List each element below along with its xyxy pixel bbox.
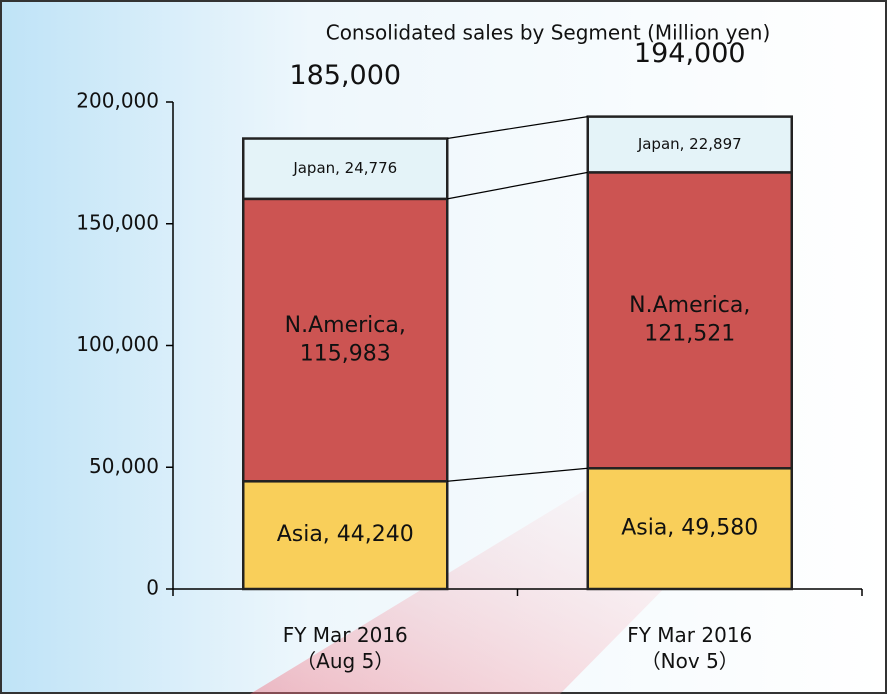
y-tick-label: 50,000 [89,454,159,478]
x-tick-label: FY Mar 2016 （Nov 5） [627,623,752,673]
x-tick-label: FY Mar 2016 （Aug 5） [283,623,408,673]
bar-segment [586,467,793,591]
y-tick-label: 100,000 [76,332,159,356]
bar-segment [242,197,449,483]
data-label: Asia, 44,240 [277,522,414,547]
bar-segment [586,115,793,174]
connector [447,467,588,482]
data-label: Japan, 24,776 [292,159,397,177]
connector [447,116,588,140]
data-label: N.America, 121,521 [629,293,750,347]
data-label: N.America, 115,983 [285,313,406,367]
data-label: Japan, 22,897 [637,135,742,153]
total-label: 185,000 [289,60,401,91]
bar-segment [586,171,793,470]
data-label: Asia, 49,580 [621,516,758,541]
y-tick-label: 200,000 [76,89,159,113]
y-tick-label: 0 [146,576,159,600]
chart-title: Consolidated sales by Segment (Million y… [326,21,771,45]
total-label: 194,000 [634,38,746,69]
bar-segment [242,480,449,591]
connector [447,171,588,200]
y-tick-label: 150,000 [76,210,159,234]
bar-segment [242,137,449,201]
